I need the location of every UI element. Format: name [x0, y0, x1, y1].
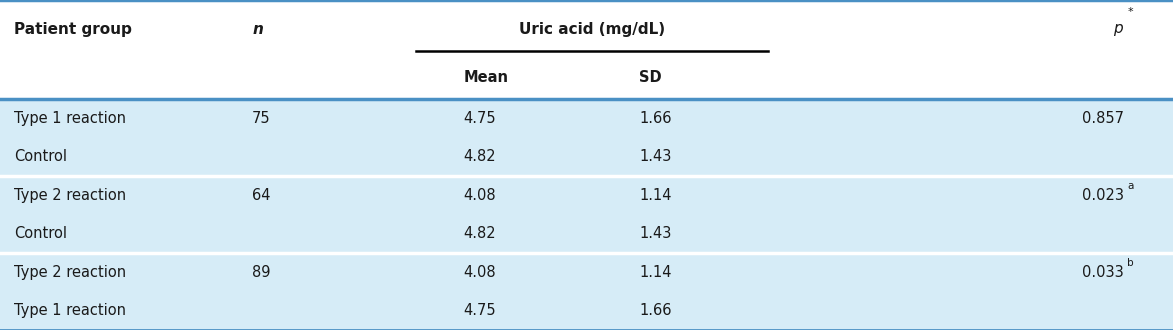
Text: *: *: [1127, 7, 1133, 16]
Text: SD: SD: [639, 70, 662, 85]
Text: 1.66: 1.66: [639, 303, 672, 318]
Text: 0.033: 0.033: [1082, 265, 1124, 280]
Bar: [0, 176, 1173, 214]
Text: 4.75: 4.75: [463, 111, 496, 126]
Text: 1.66: 1.66: [639, 111, 672, 126]
Text: b: b: [1127, 258, 1134, 268]
Text: Patient group: Patient group: [14, 22, 131, 37]
Text: Uric acid (mg/dL): Uric acid (mg/dL): [520, 22, 665, 37]
Text: Type 1 reaction: Type 1 reaction: [14, 303, 126, 318]
Text: 1.43: 1.43: [639, 226, 672, 241]
Text: 1.43: 1.43: [639, 149, 672, 164]
Text: 4.08: 4.08: [463, 188, 496, 203]
Bar: [0, 138, 1173, 176]
Text: $p$: $p$: [1113, 22, 1124, 38]
Text: 0.857: 0.857: [1082, 111, 1124, 126]
Text: Control: Control: [14, 226, 67, 241]
Bar: [0, 99, 1173, 138]
Bar: [0, 253, 1173, 291]
Text: Type 1 reaction: Type 1 reaction: [14, 111, 126, 126]
Text: 4.75: 4.75: [463, 303, 496, 318]
Text: 1.14: 1.14: [639, 188, 672, 203]
Text: 0.023: 0.023: [1082, 188, 1124, 203]
Text: 75: 75: [252, 111, 271, 126]
Bar: [0, 214, 1173, 253]
Text: 4.82: 4.82: [463, 149, 496, 164]
Text: Type 2 reaction: Type 2 reaction: [14, 265, 127, 280]
Text: Control: Control: [14, 149, 67, 164]
Text: 64: 64: [252, 188, 271, 203]
Text: 4.82: 4.82: [463, 226, 496, 241]
Text: 89: 89: [252, 265, 271, 280]
Bar: [0, 0, 1173, 99]
Text: 4.08: 4.08: [463, 265, 496, 280]
Text: 1.14: 1.14: [639, 265, 672, 280]
Text: Mean: Mean: [463, 70, 508, 85]
Text: n: n: [252, 22, 263, 37]
Text: a: a: [1127, 181, 1133, 191]
Bar: [0, 291, 1173, 330]
Text: Type 2 reaction: Type 2 reaction: [14, 188, 127, 203]
